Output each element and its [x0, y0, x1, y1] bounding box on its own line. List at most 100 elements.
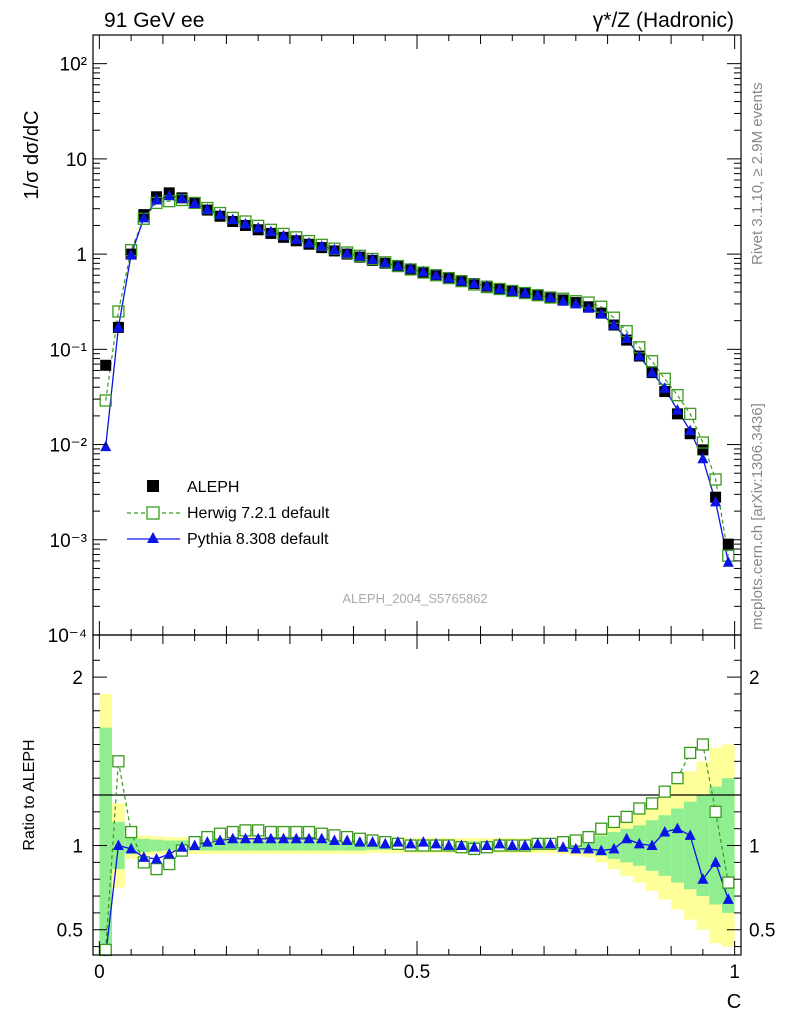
pythia-point	[417, 265, 429, 277]
pythia-point	[379, 256, 391, 268]
ratio-xlabel: C	[727, 991, 741, 1013]
pythia-point	[544, 291, 556, 303]
herwig-point	[188, 196, 201, 210]
herwig-ratio-point	[124, 825, 138, 839]
ratio-ytick-label-right: 1	[749, 837, 760, 858]
herwig-point	[709, 473, 722, 486]
pythia-ratio-point	[392, 836, 404, 847]
pythia-ratio-point	[671, 822, 683, 834]
pythia-point	[557, 295, 569, 306]
herwig-ratio-point	[150, 862, 163, 876]
pythia-ratio-point	[570, 842, 582, 854]
pythia-point	[367, 253, 379, 264]
pythia-point	[646, 366, 658, 378]
herwig-point	[379, 256, 392, 269]
pythia-point	[278, 229, 290, 241]
pythia-point	[252, 222, 264, 233]
ratio-band-inner	[683, 801, 697, 890]
ratio-band-inner	[709, 786, 722, 905]
ratio-band-inner	[302, 840, 316, 851]
ratio-ytick-label-right: 2	[749, 668, 760, 689]
herwig-ratio-point	[620, 810, 633, 824]
pythia-ratio-point	[481, 839, 493, 851]
ratio-band-inner	[696, 795, 710, 897]
ratio-band-inner	[315, 840, 329, 851]
legend-label-aleph: ALEPH	[187, 479, 239, 496]
pythia-ratio-point	[557, 841, 569, 852]
aleph-point	[100, 359, 112, 371]
pythia-ratio-point	[303, 832, 315, 844]
pythia-ratio-point	[468, 841, 480, 852]
pythia-point	[112, 321, 124, 332]
herwig-ratio-point	[645, 797, 659, 810]
pythia-ratio-point	[379, 837, 391, 849]
pythia-ratio-point	[646, 839, 658, 851]
herwig-ratio-point	[658, 785, 671, 798]
ratio-ytick-label: 0.5	[57, 921, 83, 942]
ratio-band-inner	[328, 840, 341, 851]
pythia-ratio-point	[405, 837, 417, 849]
pythia-point	[595, 307, 607, 319]
herwig-ratio-point	[582, 830, 595, 844]
pythia-ratio-point	[151, 853, 163, 864]
pythia-ratio-point	[214, 834, 226, 845]
pythia-point	[328, 243, 340, 255]
pythia-point	[722, 556, 734, 567]
main-ytick-label: 10⁻⁴	[48, 626, 87, 647]
ratio-band-inner	[658, 815, 672, 876]
pythia-point	[138, 211, 150, 223]
pythia-point	[405, 262, 417, 274]
herwig-ratio-point	[696, 738, 710, 751]
ratio-xtick-label: 0.5	[404, 962, 430, 983]
herwig-point	[340, 246, 354, 259]
pythia-ratio-point	[443, 839, 455, 851]
pythia-point	[633, 350, 645, 361]
pythia-ratio-point	[367, 836, 379, 847]
herwig-ratio-point	[709, 805, 722, 818]
pythia-point	[570, 297, 582, 309]
pythia-ratio-point	[354, 836, 366, 847]
pythia-point	[176, 192, 188, 203]
pythia-point	[290, 233, 302, 244]
herwig-point	[99, 394, 112, 407]
ratio-band-inner	[251, 840, 265, 851]
mcplots-label: mcplots.cern.ch [arXiv:1306.3436]	[749, 403, 766, 630]
ratio-ytick-label: 2	[72, 668, 83, 689]
ratio-xtick-label: 1	[729, 962, 740, 983]
pythia-point	[532, 289, 544, 300]
pythia-point	[583, 302, 595, 313]
pythia-point	[697, 452, 709, 464]
ratio-band-inner	[620, 828, 633, 863]
main-ytick-label: 10	[66, 150, 87, 171]
pythia-point	[316, 240, 328, 251]
pythia-point	[468, 277, 480, 289]
legend-marker-aleph	[147, 480, 159, 492]
pythia-point	[239, 217, 251, 229]
legend: ALEPH Herwig 7.2.1 default Pythia 8.308 …	[127, 479, 330, 548]
pythia-ratio-point	[684, 829, 696, 840]
pythia-ratio-point	[328, 834, 340, 845]
main-panel-ticks: 10⁻⁴ 10⁻³ 10⁻² 10⁻¹ 1 10 10²	[48, 34, 741, 647]
pythia-point	[455, 275, 467, 286]
pythia-point	[506, 284, 518, 296]
legend-marker-pythia	[147, 532, 159, 543]
herwig-ratio-point	[99, 943, 112, 957]
pythia-point	[151, 194, 163, 205]
herwig-ratio-point	[112, 755, 125, 768]
pythia-ratio-point	[163, 847, 175, 859]
pythia-ratio-point	[697, 873, 709, 884]
pythia-ratio-point	[621, 832, 633, 844]
pythia-ratio-point	[633, 837, 645, 849]
header-left: 91 GeV ee	[104, 9, 204, 32]
legend-label-pythia: Pythia 8.308 default	[187, 531, 329, 548]
pythia-point	[494, 283, 506, 294]
pythia-ratio-point	[252, 832, 264, 844]
main-ytick-label: 1	[76, 245, 87, 266]
ratio-band-inner	[213, 840, 227, 851]
ratio-band-inner	[671, 808, 684, 883]
pythia-ratio-point	[608, 842, 620, 854]
herwig-ratio-point	[684, 746, 697, 760]
pythia-ratio-point	[290, 832, 302, 844]
ratio-panel-bands	[99, 693, 735, 955]
